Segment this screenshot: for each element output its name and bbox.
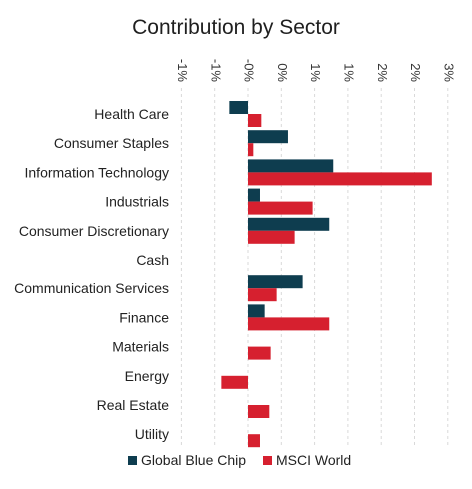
category-label: Consumer Staples (54, 135, 169, 151)
bar-msci-world (248, 288, 277, 302)
category-labels: Health Care Consumer Staples Information T… (14, 106, 169, 442)
category-label: Information Technology (25, 164, 170, 180)
x-tick-label: 2% (408, 63, 423, 82)
legend-swatch (128, 456, 137, 465)
category-label: Consumer Discretionary (19, 223, 169, 239)
legend-label: Global Blue Chip (141, 452, 246, 468)
bars (221, 101, 432, 448)
legend-swatch (263, 456, 272, 465)
x-tick-label: 2% (375, 63, 390, 82)
bar-global-blue-chip (248, 304, 265, 318)
category-label: Health Care (94, 106, 169, 122)
x-tick-label: -1% (208, 59, 223, 83)
bar-global-blue-chip (248, 188, 260, 202)
bar-global-blue-chip (229, 101, 248, 114)
chart-title: Contribution by Sector (132, 16, 340, 39)
legend-label: MSCI World (276, 452, 351, 468)
bar-msci-world (248, 143, 254, 157)
bar-msci-world (248, 317, 330, 331)
bar-global-blue-chip (248, 275, 303, 289)
category-label: Utility (135, 426, 169, 442)
category-label: Energy (125, 368, 169, 384)
bar-msci-world (248, 172, 432, 186)
x-tick-label: -1% (175, 59, 190, 83)
bar-msci-world (248, 434, 260, 448)
bar-msci-world (221, 375, 248, 389)
legend: Global Blue Chip MSCI World (128, 452, 351, 468)
gridlines (180, 88, 449, 445)
category-label: Communication Services (14, 280, 169, 296)
category-label: Finance (119, 309, 169, 325)
category-label: Industrials (105, 194, 169, 210)
bar-msci-world (248, 114, 262, 127)
bar-global-blue-chip (248, 217, 330, 231)
bar-msci-world (248, 405, 270, 418)
bar-global-blue-chip (248, 159, 334, 173)
x-tick-labels: -1%-1%-0%0%1%1%2%2%3%3% (175, 59, 456, 83)
bar-msci-world (248, 346, 271, 360)
bar-global-blue-chip (248, 130, 288, 144)
category-label: Materials (112, 339, 169, 355)
x-tick-label: 0% (275, 63, 290, 82)
x-tick-label: 1% (308, 63, 323, 82)
bar-msci-world (248, 201, 313, 215)
x-tick-label: 1% (341, 63, 356, 82)
category-label: Cash (136, 252, 169, 268)
x-tick-label: -0% (242, 59, 257, 83)
category-label: Real Estate (97, 397, 170, 413)
x-tick-label: 3% (441, 63, 456, 82)
bar-msci-world (248, 230, 295, 244)
